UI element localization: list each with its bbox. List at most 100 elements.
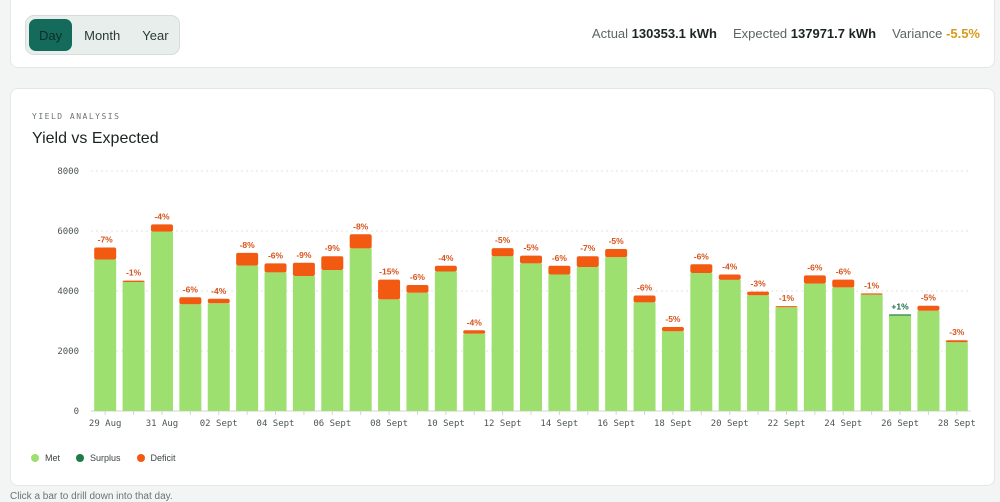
bar-data-label: -6% xyxy=(807,262,823,272)
bar-deficit xyxy=(832,279,855,288)
bar-met xyxy=(690,273,713,411)
bar-data-label: -4% xyxy=(154,211,170,221)
card-eyebrow: YIELD ANALYSIS xyxy=(32,112,121,121)
bar-met xyxy=(576,267,599,411)
bar-met xyxy=(378,299,401,411)
bar-met xyxy=(94,259,117,411)
bar-data-label: -8% xyxy=(353,221,369,231)
bar-deficit xyxy=(917,305,940,311)
bar-deficit xyxy=(434,265,457,272)
bar-met xyxy=(406,292,429,411)
bar-deficit xyxy=(605,249,628,258)
x-tick-label: 12 Sept xyxy=(484,419,522,429)
bar-met xyxy=(349,248,372,411)
expected-value: 137971.7 kWh xyxy=(790,26,877,41)
bar-data-label: -9% xyxy=(325,243,341,253)
period-day-button[interactable]: Day xyxy=(29,19,73,51)
actual-value: 130353.1 kWh xyxy=(631,26,717,41)
period-year-button[interactable]: Year xyxy=(132,19,178,51)
bar-deficit xyxy=(690,264,713,273)
bar-deficit xyxy=(803,275,826,284)
bar-data-label: -1% xyxy=(779,293,795,303)
bar-met xyxy=(264,272,287,411)
bar-met xyxy=(747,295,770,411)
period-month-button[interactable]: Month xyxy=(74,19,130,51)
bar-data-label: -4% xyxy=(722,262,738,272)
x-tick-label: 28 Sept xyxy=(938,419,976,429)
bar-deficit xyxy=(747,291,770,296)
legend-deficit: Deficit xyxy=(136,453,176,463)
bar-deficit xyxy=(349,234,372,249)
bar-deficit xyxy=(718,274,741,280)
legend-met-label: Met xyxy=(45,453,61,463)
bar-met xyxy=(179,304,202,411)
bar-deficit xyxy=(576,256,599,267)
x-tick-label: 10 Sept xyxy=(427,419,465,429)
bar-data-label: -6% xyxy=(183,284,199,294)
x-tick-label: 24 Sept xyxy=(824,419,862,429)
bar-deficit xyxy=(207,298,230,304)
x-tick-label: 08 Sept xyxy=(370,419,408,429)
x-tick-label: 18 Sept xyxy=(654,419,692,429)
bar-met xyxy=(945,342,968,411)
bar-surplus xyxy=(889,314,912,316)
legend-met: Met xyxy=(31,453,60,463)
bar-data-label: -6% xyxy=(410,272,426,282)
bar-deficit xyxy=(150,224,173,232)
expected-stat: Expected 137971.7 kWh xyxy=(733,26,876,41)
bar-met xyxy=(803,283,826,411)
y-tick-label: 2000 xyxy=(57,347,79,357)
bar-met xyxy=(122,282,145,411)
x-tick-label: 31 Aug xyxy=(146,419,179,429)
legend-deficit-label: Deficit xyxy=(150,453,176,463)
bar-met xyxy=(463,333,486,411)
bar-data-label: -5% xyxy=(665,314,681,324)
bar-deficit xyxy=(179,297,202,305)
bar-data-label: +1% xyxy=(891,301,909,311)
bar-data-label: -7% xyxy=(98,235,114,245)
bar-deficit xyxy=(321,256,344,270)
x-tick-label: 16 Sept xyxy=(597,419,635,429)
bar-deficit xyxy=(945,340,968,343)
bar-data-label: -6% xyxy=(694,251,710,261)
bar-data-label: -5% xyxy=(495,235,511,245)
yield-card: YIELD ANALYSIS Yield vs Expected 0 2000 40… xyxy=(10,88,995,486)
x-tick-label: 29 Aug xyxy=(89,419,122,429)
x-tick-label: 26 Sept xyxy=(881,419,919,429)
y-tick-label: 8000 xyxy=(57,167,79,177)
bar-data-label: -5% xyxy=(609,236,625,246)
x-tick-label: 06 Sept xyxy=(313,419,351,429)
bar-data-label: -4% xyxy=(467,317,483,327)
bar-deficit xyxy=(491,248,514,257)
bar-data-label: -15% xyxy=(379,267,399,277)
bar-deficit xyxy=(122,280,145,282)
x-tick-label: 20 Sept xyxy=(711,419,749,429)
bar-data-label: -4% xyxy=(211,286,227,296)
bar-deficit xyxy=(633,295,656,303)
bar-deficit xyxy=(378,279,401,300)
x-tick-label: 04 Sept xyxy=(257,419,295,429)
bar-data-label: -1% xyxy=(864,280,880,290)
bar-data-label: -1% xyxy=(126,268,142,278)
legend-surplus: Surplus xyxy=(76,453,121,463)
bar-met xyxy=(236,265,259,411)
bar-met xyxy=(434,271,457,411)
bar-met xyxy=(321,270,344,411)
bar-met xyxy=(775,307,798,411)
bar-met xyxy=(832,287,855,411)
bar-met xyxy=(150,231,173,411)
drilldown-hint: Click a bar to drill down into that day. xyxy=(10,491,173,502)
period-toggle: Day Month Year xyxy=(25,15,180,55)
y-tick-label: 4000 xyxy=(57,287,79,297)
bar-met xyxy=(491,256,514,411)
bar-deficit xyxy=(661,327,684,332)
bar-data-label: -9% xyxy=(296,250,312,260)
bar-met xyxy=(207,303,230,411)
bar-deficit xyxy=(236,252,259,266)
top-bar: Day Month Year Actual 130353.1 kWh Expec… xyxy=(10,0,995,68)
variance-value: -5.5% xyxy=(946,26,980,41)
bar-deficit xyxy=(463,330,486,334)
bar-data-label: -4% xyxy=(438,253,454,263)
legend-deficit-swatch xyxy=(136,454,145,462)
bar-deficit xyxy=(292,262,315,276)
